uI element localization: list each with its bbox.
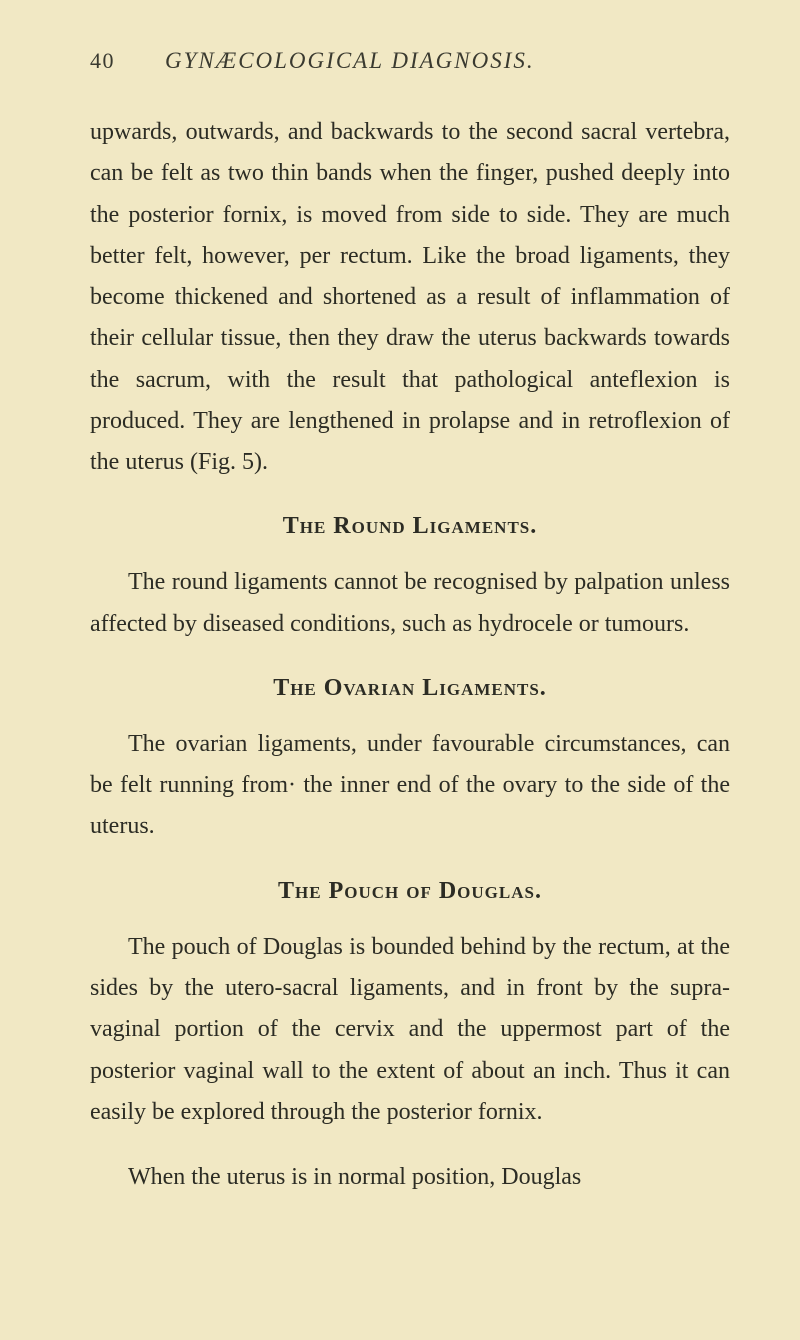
- section-heading-pouch-douglas: The Pouch of Douglas.: [90, 878, 730, 905]
- body-paragraph-1: upwards, outwards, and backwards to the …: [90, 112, 730, 483]
- body-paragraph-2: The round ligaments cannot be recognised…: [90, 562, 730, 645]
- body-paragraph-3: The ovarian ligaments, under favourable …: [90, 724, 730, 848]
- body-paragraph-4: The pouch of Douglas is bounded behind b…: [90, 927, 730, 1133]
- section-heading-ovarian-ligaments: The Ovarian Ligaments.: [90, 675, 730, 702]
- section-heading-round-ligaments: The Round Ligaments.: [90, 513, 730, 540]
- running-title: GYNÆCOLOGICAL DIAGNOSIS.: [165, 48, 535, 74]
- body-paragraph-5: When the uterus is in normal position, D…: [90, 1157, 730, 1198]
- page-header: 40 GYNÆCOLOGICAL DIAGNOSIS.: [90, 48, 730, 74]
- page-number: 40: [90, 48, 115, 74]
